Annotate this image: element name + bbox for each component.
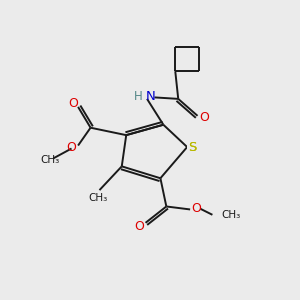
- Text: O: O: [199, 111, 209, 124]
- Text: CH₃: CH₃: [40, 155, 59, 165]
- Text: S: S: [188, 141, 197, 154]
- Text: S: S: [188, 141, 197, 154]
- Text: O: O: [68, 97, 78, 110]
- Text: H: H: [134, 90, 143, 103]
- Text: N: N: [146, 90, 155, 103]
- Text: S: S: [188, 141, 197, 154]
- Text: O: O: [192, 202, 202, 215]
- Text: CH₃: CH₃: [88, 194, 108, 203]
- Text: CH₃: CH₃: [221, 210, 241, 220]
- Text: O: O: [134, 220, 144, 233]
- Text: O: O: [67, 141, 76, 154]
